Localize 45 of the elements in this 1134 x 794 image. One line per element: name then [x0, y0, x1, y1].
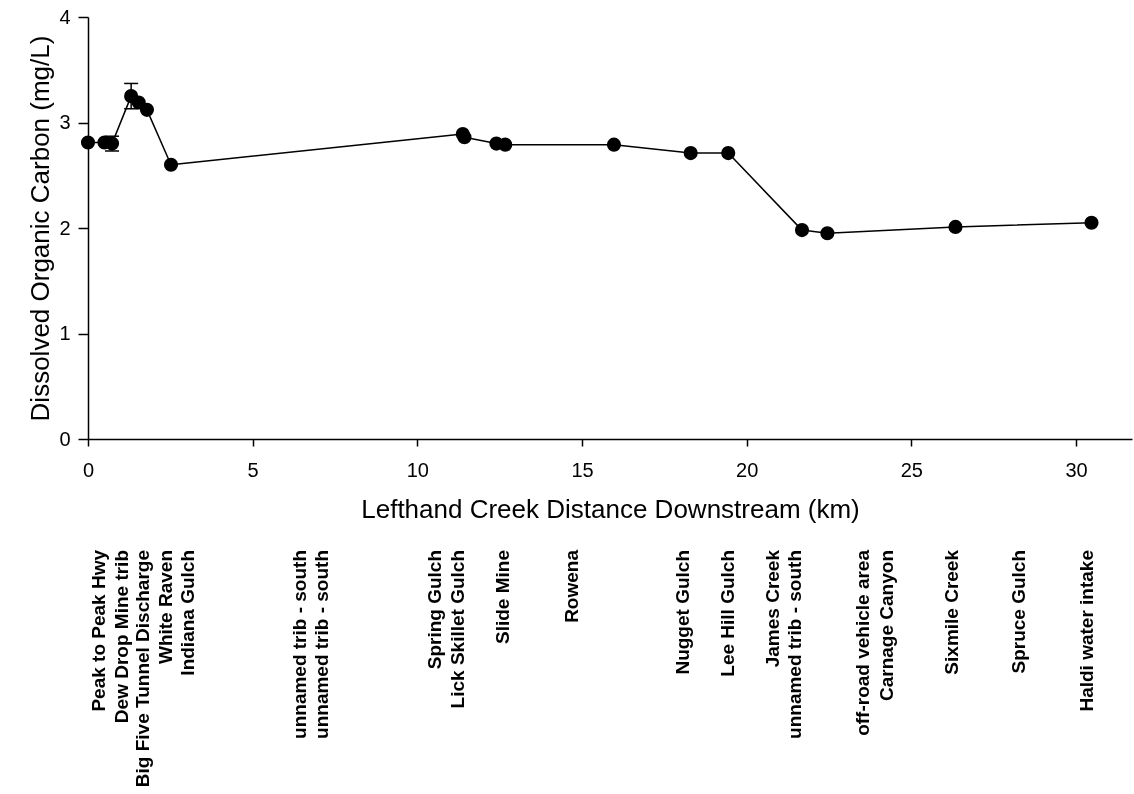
text: off-road vehicle area — [852, 549, 873, 736]
text: Rowena — [561, 549, 582, 623]
text: White Raven — [155, 550, 176, 665]
point — [139, 102, 155, 117]
y-tick-label: 0 — [59, 427, 71, 450]
y-tick-label: 3 — [59, 111, 71, 133]
x-tick-label: 10 — [406, 458, 429, 481]
text: Lee Hill Gulch — [717, 550, 738, 677]
x-tick-label: 0 — [82, 458, 95, 481]
point — [498, 137, 513, 152]
y-axis-title: Dissolved Organic Carbon (mg/L) — [25, 35, 56, 422]
x-tick-label: 20 — [736, 458, 759, 481]
text: Sixmile Creek — [941, 549, 962, 675]
text: unnamed trib - south — [289, 550, 310, 739]
point — [606, 137, 622, 152]
y-tick-label: 4 — [59, 5, 71, 28]
y-tick-label: 1 — [59, 322, 71, 344]
text: Big Five Tunnel Discharge — [132, 550, 153, 788]
point — [163, 157, 179, 172]
x-tick-label: 30 — [1065, 458, 1088, 481]
text: Carnage Canyon — [876, 550, 897, 701]
text: James Creek — [762, 549, 783, 668]
text: Peak to Peak Hwy — [88, 549, 109, 712]
point — [948, 219, 963, 234]
text: Haldi water intake — [1076, 550, 1097, 712]
text: Dew Drop Mine trib — [111, 550, 132, 724]
x-tick-label: 15 — [571, 458, 594, 481]
point — [820, 226, 835, 241]
text: Nugget Gulch — [672, 550, 693, 675]
x-tick-label: 25 — [900, 458, 923, 481]
text: Lick Skillet Gulch — [447, 550, 468, 709]
text: Slide Mine — [492, 550, 513, 644]
point — [721, 146, 736, 161]
y-tick-label: 2 — [59, 216, 71, 239]
point — [80, 135, 96, 150]
text: Spruce Gulch — [1008, 550, 1029, 674]
text: Indiana Gulch — [177, 550, 198, 676]
x-tick-label: 5 — [247, 458, 259, 481]
text: unnamed trib - south — [311, 550, 332, 739]
point — [1084, 215, 1099, 230]
text: Spring Gulch — [424, 550, 445, 670]
point — [683, 146, 698, 161]
x-axis-title: Lefthand Creek Distance Downstream (km) — [361, 493, 860, 524]
text: unnamed trib - south — [784, 550, 805, 739]
point — [794, 223, 810, 238]
